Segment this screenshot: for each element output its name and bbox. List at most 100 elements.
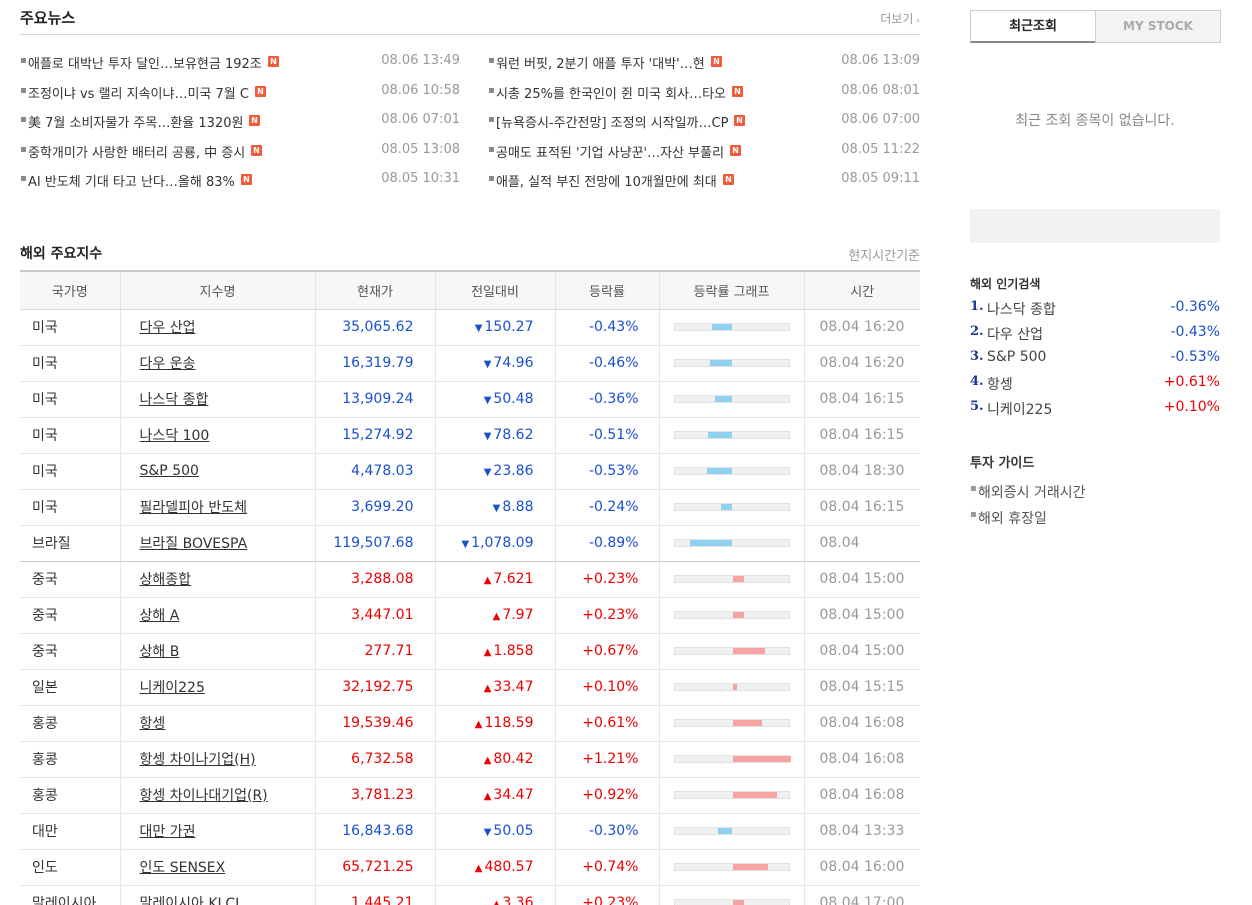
rate-cell: -0.43% — [554, 309, 659, 346]
rate-bar-fill — [732, 648, 765, 654]
rate-graph-cell — [658, 453, 804, 490]
bullet-icon: ▪ — [20, 55, 27, 66]
index-name-link[interactable]: 상해종합 — [139, 572, 192, 588]
table-row: 미국 나스닥 종합 13,909.24 ▼ 50.48 -0.36% 08.04 16:15 — [20, 381, 920, 418]
empty-recent-message: 최근 조회 종목이 없습니다. — [1015, 113, 1175, 129]
news-headline[interactable]: 중학개미가 사랑한 배터리 공룡, 中 증시 — [28, 145, 246, 161]
news-headline[interactable]: 시총 25%를 한국인이 쥔 미국 회사…타오 — [496, 86, 726, 102]
index-name-link[interactable]: 다우 산업 — [139, 320, 196, 336]
price-cell: 1,445.21 — [314, 885, 435, 905]
change-cell: ▼ 23.86 — [434, 453, 555, 490]
popular-item[interactable]: 4. 항셍 +0.61% — [970, 371, 1220, 396]
index-name-link[interactable]: 인도 SENSEX — [139, 860, 226, 876]
news-headline[interactable]: 애플, 실적 부진 전망에 10개월만에 최대 — [496, 175, 717, 191]
rate-bar-fill — [732, 900, 744, 905]
index-name-link[interactable]: 니케이225 — [139, 680, 205, 696]
news-item: ▪ [뉴욕증시-주간전망] 조정의 시작일까…CP N 08.06 07:00 — [488, 109, 920, 139]
invest-guide-list: ▪ 해외증시 거래시간 ▪ 해외 휴장일 — [970, 479, 1220, 531]
index-name-link[interactable]: 필라델피아 반도체 — [139, 500, 248, 516]
guide-item[interactable]: ▪ 해외증시 거래시간 — [970, 479, 1220, 505]
new-badge-icon: N — [241, 174, 252, 186]
country-cell: 미국 — [20, 345, 120, 382]
index-name-link[interactable]: S&P 500 — [139, 463, 199, 479]
news-headline[interactable]: 애플로 대박난 투자 달인…보유현금 192조 — [28, 57, 262, 72]
country-cell: 홍콩 — [20, 777, 120, 814]
guide-item[interactable]: ▪ 해외 휴장일 — [970, 505, 1220, 531]
time-cell: 08.04 16:08 — [803, 741, 920, 778]
rate-cell: +1.21% — [554, 741, 659, 778]
time-cell: 08.04 13:33 — [803, 813, 920, 850]
change-cell: ▲ 34.47 — [434, 777, 555, 814]
popular-rank: 4. — [970, 374, 984, 389]
rate-graph-cell — [658, 345, 804, 382]
price-cell: 16,319.79 — [314, 345, 435, 382]
more-link[interactable]: 더보기 › — [880, 10, 920, 27]
col-header-time: 시간 — [803, 270, 920, 310]
rate-bar-fill — [732, 684, 738, 690]
news-headline[interactable]: [뉴욕증시-주간전망] 조정의 시작일까…CP — [496, 116, 729, 132]
guide-label: 해외 휴장일 — [978, 511, 1047, 527]
price-cell: 65,721.25 — [314, 849, 435, 886]
index-name-link[interactable]: 항셍 차이나대기업(R) — [139, 788, 268, 804]
index-name-link[interactable]: 항셍 — [139, 716, 166, 732]
news-headline[interactable]: AI 반도체 기대 타고 난다…올해 83% — [28, 175, 235, 191]
popular-item[interactable]: 3. S&P 500 -0.53% — [970, 346, 1220, 371]
popular-item[interactable]: 5. 니케이225 +0.10% — [970, 396, 1220, 421]
popular-rate: +0.61% — [1163, 374, 1220, 390]
rate-graph-cell — [658, 489, 804, 526]
index-name-link[interactable]: 나스닥 100 — [139, 428, 210, 444]
index-name-link[interactable]: 대만 가권 — [139, 824, 196, 840]
tab-my-stock[interactable]: MY STOCK — [1095, 10, 1221, 43]
popular-rate: +0.10% — [1163, 399, 1220, 415]
price-cell: 15,274.92 — [314, 417, 435, 454]
time-cell: 08.04 — [803, 525, 920, 562]
news-headline[interactable]: 조정이냐 vs 랠리 지속이냐…미국 7월 C — [28, 86, 249, 102]
index-name-link[interactable]: 다우 운송 — [139, 356, 196, 372]
rate-bar-fill — [732, 792, 777, 798]
popular-item[interactable]: 2. 다우 산업 -0.43% — [970, 321, 1220, 346]
country-cell: 미국 — [20, 489, 120, 526]
index-name-link[interactable]: 상해 B — [139, 644, 180, 660]
change-cell: ▼ 8.88 — [434, 489, 555, 526]
price-cell: 35,065.62 — [314, 309, 435, 346]
news-headline[interactable]: 워런 버핏, 2분기 애플 투자 '대박'…현 — [496, 57, 705, 72]
change-value: 80.42 — [493, 751, 534, 767]
rate-cell: +0.23% — [554, 885, 659, 905]
rate-cell: -0.24% — [554, 489, 659, 526]
table-row: 중국 상해 B 277.71 ▲ 1.858 +0.67% 08.04 15:00 — [20, 633, 920, 670]
index-name-link[interactable]: 상해 A — [139, 608, 180, 624]
popular-item[interactable]: 1. 나스닥 종합 -0.36% — [970, 296, 1220, 321]
change-cell: ▲ 7.621 — [434, 561, 555, 598]
news-headline[interactable]: 공매도 표적된 '기업 사냥꾼'…자산 부풀리 — [496, 145, 725, 161]
table-header-row: 국가명 지수명 현재가 전일대비 등락률 등락률 그래프 시간 — [20, 270, 920, 310]
index-name-link[interactable]: 말레이시아 KLCI — [139, 896, 240, 905]
stock-tabs: 최근조회 MY STOCK — [970, 10, 1221, 43]
rate-graph-cell — [658, 561, 804, 598]
banner-placeholder — [970, 209, 1220, 243]
index-name-link[interactable]: 나스닥 종합 — [139, 392, 209, 408]
news-section: 주요뉴스 더보기 › ▪ 애플로 대박난 투자 달인…보유현금 192조 N 08.06… — [20, 0, 920, 195]
index-name-cell: 다우 산업 — [119, 309, 315, 346]
tab-recent[interactable]: 최근조회 — [970, 10, 1096, 43]
change-value: 50.05 — [493, 823, 534, 839]
rate-graph-cell — [658, 381, 804, 418]
new-badge-icon: N — [255, 85, 266, 97]
news-headline[interactable]: 美 7월 소비자물가 주목…환율 1320원 — [28, 116, 244, 132]
table-row: 홍콩 항셍 차이나대기업(R) 3,781.23 ▲ 34.47 +0.92% 08.04 … — [20, 777, 920, 814]
triangle-down-icon: ▼ — [483, 395, 492, 406]
index-name-link[interactable]: 항셍 차이나기업(H) — [139, 752, 256, 768]
rate-cell: +0.67% — [554, 633, 659, 670]
rate-bar-track — [673, 863, 790, 871]
price-cell: 277.71 — [314, 633, 435, 670]
time-cell: 08.04 17:00 — [803, 885, 920, 905]
change-cell: ▼ 1,078.09 — [434, 525, 555, 562]
rate-bar-fill — [710, 360, 733, 366]
bullet-icon: ▪ — [20, 173, 27, 185]
news-time: 08.06 13:49 — [381, 53, 460, 68]
bullet-icon: ▪ — [488, 84, 495, 96]
table-row: 미국 S&P 500 4,478.03 ▼ 23.86 -0.53% 08.04 18:30 — [20, 453, 920, 490]
rate-cell: -0.53% — [554, 453, 659, 490]
change-value: 33.47 — [493, 679, 534, 695]
index-name-link[interactable]: 브라질 BOVESPA — [139, 536, 248, 552]
change-value: 1,078.09 — [471, 535, 534, 551]
